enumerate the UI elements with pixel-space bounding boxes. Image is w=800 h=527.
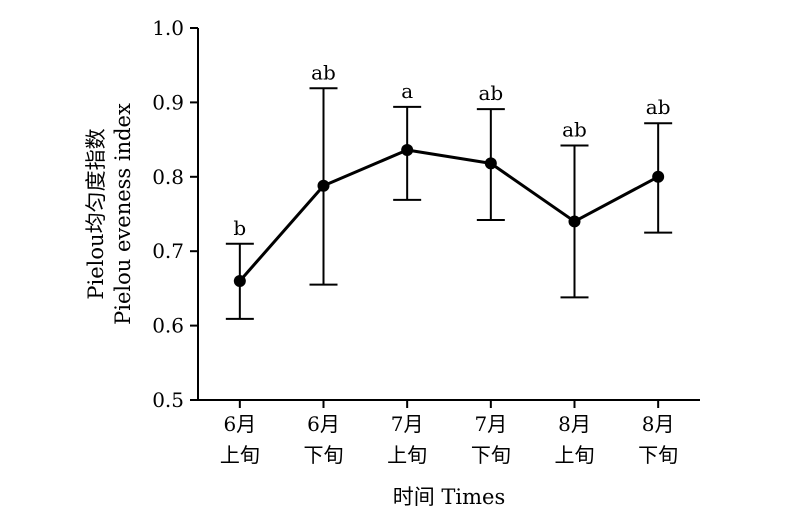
x-tick-label-month: 8月: [558, 412, 591, 436]
significance-label: b: [233, 216, 246, 240]
chart-axes: [197, 28, 700, 401]
data-point: [317, 179, 330, 192]
significance-label: ab: [478, 81, 503, 105]
data-point: [568, 215, 581, 228]
x-tick-label-period: 下旬: [304, 443, 344, 467]
y-tick-label: 0.9: [152, 90, 184, 114]
significance-label: ab: [646, 95, 671, 119]
y-tick-label: 0.5: [152, 388, 184, 412]
data-point: [401, 144, 414, 157]
x-tick-label-period: 上旬: [387, 443, 427, 467]
y-tick-label: 1.0: [152, 16, 184, 40]
series-line: [238, 148, 659, 282]
y-axis-title-line-1: Pielou均匀度指数: [84, 128, 108, 299]
x-tick-label-month: 8月: [642, 412, 675, 436]
y-axis-title-line-2: Pielou eveness index: [111, 103, 135, 325]
x-tick-label-period: 上旬: [555, 443, 595, 467]
data-point: [652, 170, 665, 183]
y-tick-label: 0.6: [152, 314, 184, 338]
x-tick-label-month: 6月: [223, 412, 256, 436]
x-axis-title: 时间 Times: [393, 485, 506, 509]
x-tick-label-month: 6月: [307, 412, 340, 436]
data-point: [233, 274, 246, 287]
x-tick-label-period: 下旬: [638, 443, 678, 467]
y-axis-ticks: 0.5 0.6 0.7 0.8 0.9 1.0: [152, 16, 198, 412]
significance-labels: b ab a ab ab ab: [233, 60, 670, 239]
y-tick-label: 0.7: [152, 239, 184, 263]
data-point: [484, 157, 497, 170]
x-tick-label-month: 7月: [474, 412, 507, 436]
axis-titles: 时间 Times Pielou均匀度指数 Pielou eveness index: [84, 103, 505, 509]
significance-label: ab: [562, 118, 587, 142]
x-tick-label-period: 下旬: [471, 443, 511, 467]
data-series: [233, 144, 665, 287]
y-tick-label: 0.8: [152, 165, 184, 189]
significance-label: ab: [311, 60, 336, 84]
significance-label: a: [401, 79, 413, 103]
x-tick-label-month: 7月: [391, 412, 424, 436]
x-tick-label-period: 上旬: [220, 443, 260, 467]
